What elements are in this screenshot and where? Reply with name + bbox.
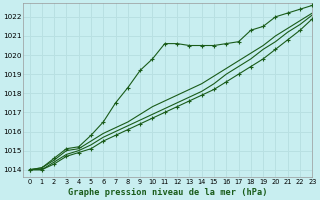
X-axis label: Graphe pression niveau de la mer (hPa): Graphe pression niveau de la mer (hPa)	[68, 188, 268, 197]
